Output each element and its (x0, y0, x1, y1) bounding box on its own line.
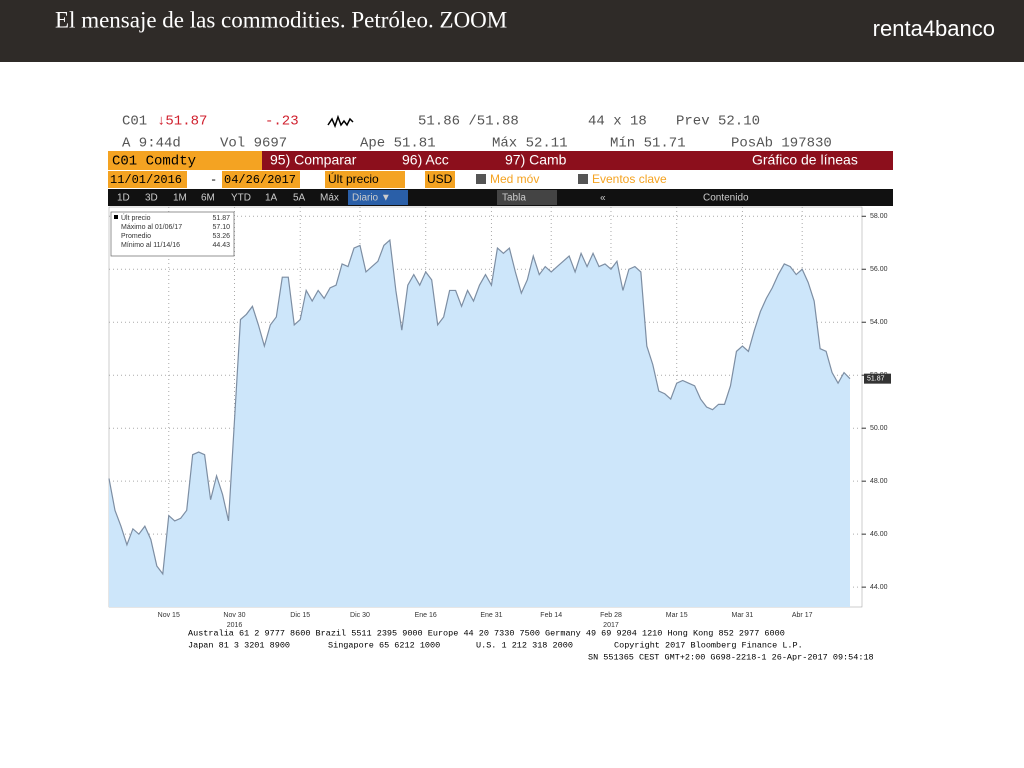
period-button[interactable]: Diario ▼ (352, 193, 391, 204)
x-tick-label: Feb 14 (540, 612, 562, 619)
frequency-box[interactable] (348, 190, 408, 205)
period-button[interactable]: YTD (231, 193, 251, 204)
input-box[interactable] (108, 171, 187, 188)
last-price-label: 51.87 (867, 375, 885, 382)
dash: - (210, 173, 217, 187)
menu-bar (108, 151, 893, 170)
checkbox[interactable] (476, 174, 486, 184)
period-button[interactable]: 1D (117, 193, 130, 204)
low: Mín 51.71 (610, 136, 686, 152)
legend-value: 51.87 (212, 215, 230, 222)
end-date[interactable]: 04/26/2017 (224, 173, 296, 187)
chart-kind: Gráfico de líneas (752, 152, 858, 168)
logo: renta4banco (873, 16, 995, 41)
x-tick-label: Mar 31 (732, 612, 754, 619)
legend-stat-value: 44.43 (212, 242, 230, 249)
footer-line: Japan 81 3 3201 8900 (188, 640, 290, 650)
x-tick-label: Nov 15 (158, 612, 180, 619)
prev: Prev 52.10 (676, 114, 760, 130)
period-button[interactable]: 1M (173, 193, 187, 204)
period-button[interactable]: 3D (145, 193, 158, 204)
period-button[interactable]: Tabla (502, 193, 526, 204)
time: A 9:44d (122, 136, 181, 152)
moving-average[interactable]: Med móv (490, 172, 539, 186)
legend-stat-label: Promedio (121, 233, 151, 240)
y-tick-label: 58.00 (870, 213, 888, 220)
legend-stat-value: 53.26 (212, 233, 230, 240)
footer-line: Copyright 2017 Bloomberg Finance L.P. (614, 640, 803, 650)
x-tick-label: Feb 28 (600, 612, 622, 619)
open: Ape 51.81 (360, 136, 436, 152)
open-interest: PosAb 197830 (731, 136, 832, 152)
x-tick-label: Nov 30 (223, 612, 245, 619)
y-tick-label: 56.00 (870, 266, 888, 273)
key-events[interactable]: Eventos clave (592, 172, 667, 186)
bid-ask: 51.86 /51.88 (418, 114, 519, 130)
legend-box (110, 211, 235, 257)
period-button[interactable]: Máx (320, 193, 339, 204)
legend-entry: Últ precio (121, 213, 151, 222)
footer-line: U.S. 1 212 318 2000 (476, 640, 573, 650)
x-tick-label: Ene 31 (480, 612, 502, 619)
y-tick-label: 46.00 (870, 531, 888, 538)
area (109, 240, 850, 608)
volume: Vol 9697 (220, 136, 287, 152)
y-tick-label: 54.00 (870, 319, 888, 326)
x-tick-label: Abr 17 (792, 612, 813, 619)
period-button[interactable]: « (600, 193, 606, 204)
menu-item[interactable]: 97) Camb (505, 152, 567, 168)
currency[interactable]: USD (427, 172, 453, 186)
period-button[interactable]: 1A (265, 193, 278, 204)
line (108, 238, 851, 576)
y-tick-label: 44.00 (870, 584, 888, 591)
sparkline-icon (327, 114, 354, 129)
high: Máx 52.11 (492, 136, 568, 152)
start-date[interactable]: 11/01/2016 (110, 173, 182, 187)
legend-stat-value: 57.10 (212, 224, 230, 231)
footer-line: Australia 61 2 9777 8600 Brazil 5511 239… (188, 628, 785, 638)
menu-item[interactable]: 95) Comparar (270, 152, 357, 168)
legend-stat-label: Máximo al 01/06/17 (121, 224, 182, 231)
y-tick-label: 50.00 (870, 425, 888, 432)
x-year-label: 2017 (603, 622, 619, 629)
y-tick-label: 48.00 (870, 478, 888, 485)
security-box[interactable] (108, 151, 262, 170)
field[interactable]: Últ precio (328, 171, 379, 186)
x-year-label: 2016 (227, 622, 243, 629)
ticker: C01 (122, 114, 147, 130)
header-bar (0, 0, 1024, 62)
x-tick-label: Dic 30 (350, 612, 370, 619)
footer-line: Singapore 65 6212 1000 (328, 640, 440, 650)
input-box[interactable] (222, 171, 300, 188)
last-price-tag (864, 373, 891, 384)
slide-title: El mensaje de las commodities. Petróleo.… (55, 7, 507, 32)
x-tick-label: Dic 15 (290, 612, 310, 619)
x-tick-label: Ene 16 (415, 612, 437, 619)
footer-line: SN 551365 CEST GMT+2:00 G698-2218-1 26-A… (588, 652, 874, 662)
input-box[interactable] (425, 171, 455, 188)
menu-item[interactable]: 96) Acc (402, 152, 449, 168)
legend-swatch (114, 215, 118, 219)
change: -.23 (265, 114, 299, 130)
period-button[interactable]: Contenido (703, 193, 749, 204)
table-button[interactable] (497, 190, 557, 205)
period-button[interactable]: 5A (293, 193, 306, 204)
period-button[interactable]: 6M (201, 193, 215, 204)
input-box[interactable] (325, 171, 405, 188)
security[interactable]: C01 Comdty (112, 154, 196, 170)
checkbox[interactable] (578, 174, 588, 184)
last-price: ↓51.87 (157, 114, 207, 130)
x-tick-label: Mar 15 (666, 612, 688, 619)
size: 44 x 18 (588, 114, 647, 130)
legend-stat-label: Mínimo al 11/14/16 (121, 242, 180, 249)
